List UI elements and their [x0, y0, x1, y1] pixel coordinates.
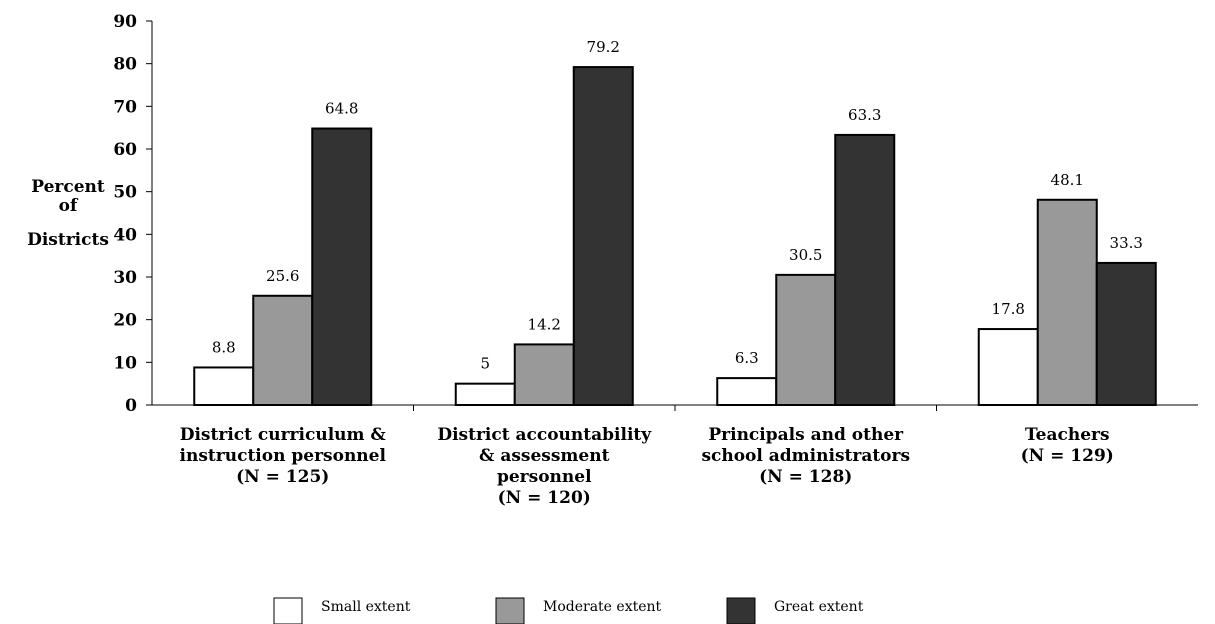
y-tick-label: 30 — [113, 268, 137, 288]
category-label-line: & assessment — [479, 446, 610, 466]
bar — [454, 382, 516, 406]
category-label-line: Teachers — [1025, 425, 1110, 445]
bar — [513, 343, 575, 406]
y-axis-label-line: Districts — [27, 230, 109, 250]
bar — [1095, 261, 1157, 407]
legend: Small extent Moderate extent Great extent — [273, 597, 864, 624]
data-label: 5 — [480, 355, 490, 373]
data-label: 25.6 — [266, 267, 299, 285]
y-axis-label-line: of — [59, 196, 79, 216]
data-label: 8.8 — [212, 338, 236, 356]
legend-label: Great extent — [774, 599, 864, 615]
y-axis-label-line: Percent — [31, 177, 105, 197]
category-label-line: (N = 120) — [498, 488, 591, 508]
data-labels: 8.8 25.6 64.8 5 14.2 79.2 6.3 30.5 63.3 17.8 48.1 3… — [212, 38, 1143, 373]
category-label-line: Principals and other — [708, 425, 904, 445]
y-tick-label: 50 — [113, 183, 137, 203]
data-label: 48.1 — [1051, 171, 1084, 189]
legend-label: Moderate extent — [543, 599, 662, 615]
y-tick-label: 20 — [113, 311, 137, 331]
data-label: 63.3 — [848, 106, 881, 124]
bars — [193, 66, 1157, 407]
category-label-line: personnel — [497, 467, 592, 487]
legend-swatch — [726, 597, 756, 624]
y-tick-label: 0 — [125, 396, 137, 416]
category-label-line: (N = 125) — [236, 467, 329, 487]
y-tick-label: 80 — [113, 55, 137, 75]
bar — [311, 127, 373, 407]
data-label: 33.3 — [1110, 234, 1143, 252]
data-label: 30.5 — [789, 246, 822, 264]
legend-label: Small extent — [321, 599, 411, 615]
bar — [834, 133, 896, 406]
category-label-line: instruction personnel — [180, 446, 387, 466]
bar — [977, 328, 1039, 407]
category-label-line: District accountability — [437, 425, 652, 445]
bar — [193, 366, 255, 407]
y-tick-label: 60 — [113, 140, 137, 160]
bar — [716, 377, 778, 406]
data-label: 6.3 — [735, 349, 759, 367]
data-label: 17.8 — [992, 300, 1025, 318]
category-labels: District curriculum &instruction personn… — [180, 425, 1114, 508]
legend-swatch — [495, 597, 525, 624]
bar — [775, 273, 837, 406]
data-label: 64.8 — [325, 100, 358, 118]
bar — [252, 294, 314, 407]
bar — [572, 66, 634, 407]
y-ticks: 0 10 20 30 40 50 60 70 80 90 — [113, 12, 152, 416]
legend-swatch — [273, 597, 303, 624]
category-label-line: (N = 129) — [1021, 446, 1114, 466]
data-label: 79.2 — [587, 38, 620, 56]
data-label: 14.2 — [528, 315, 561, 333]
bar — [1036, 198, 1098, 406]
category-label-line: school administrators — [701, 446, 910, 466]
y-tick-label: 40 — [113, 225, 137, 245]
y-tick-label: 70 — [113, 97, 137, 117]
y-tick-label: 10 — [113, 353, 137, 373]
category-label-line: (N = 128) — [759, 467, 852, 487]
category-label-line: District curriculum & — [180, 425, 387, 445]
y-tick-label: 90 — [113, 12, 137, 32]
